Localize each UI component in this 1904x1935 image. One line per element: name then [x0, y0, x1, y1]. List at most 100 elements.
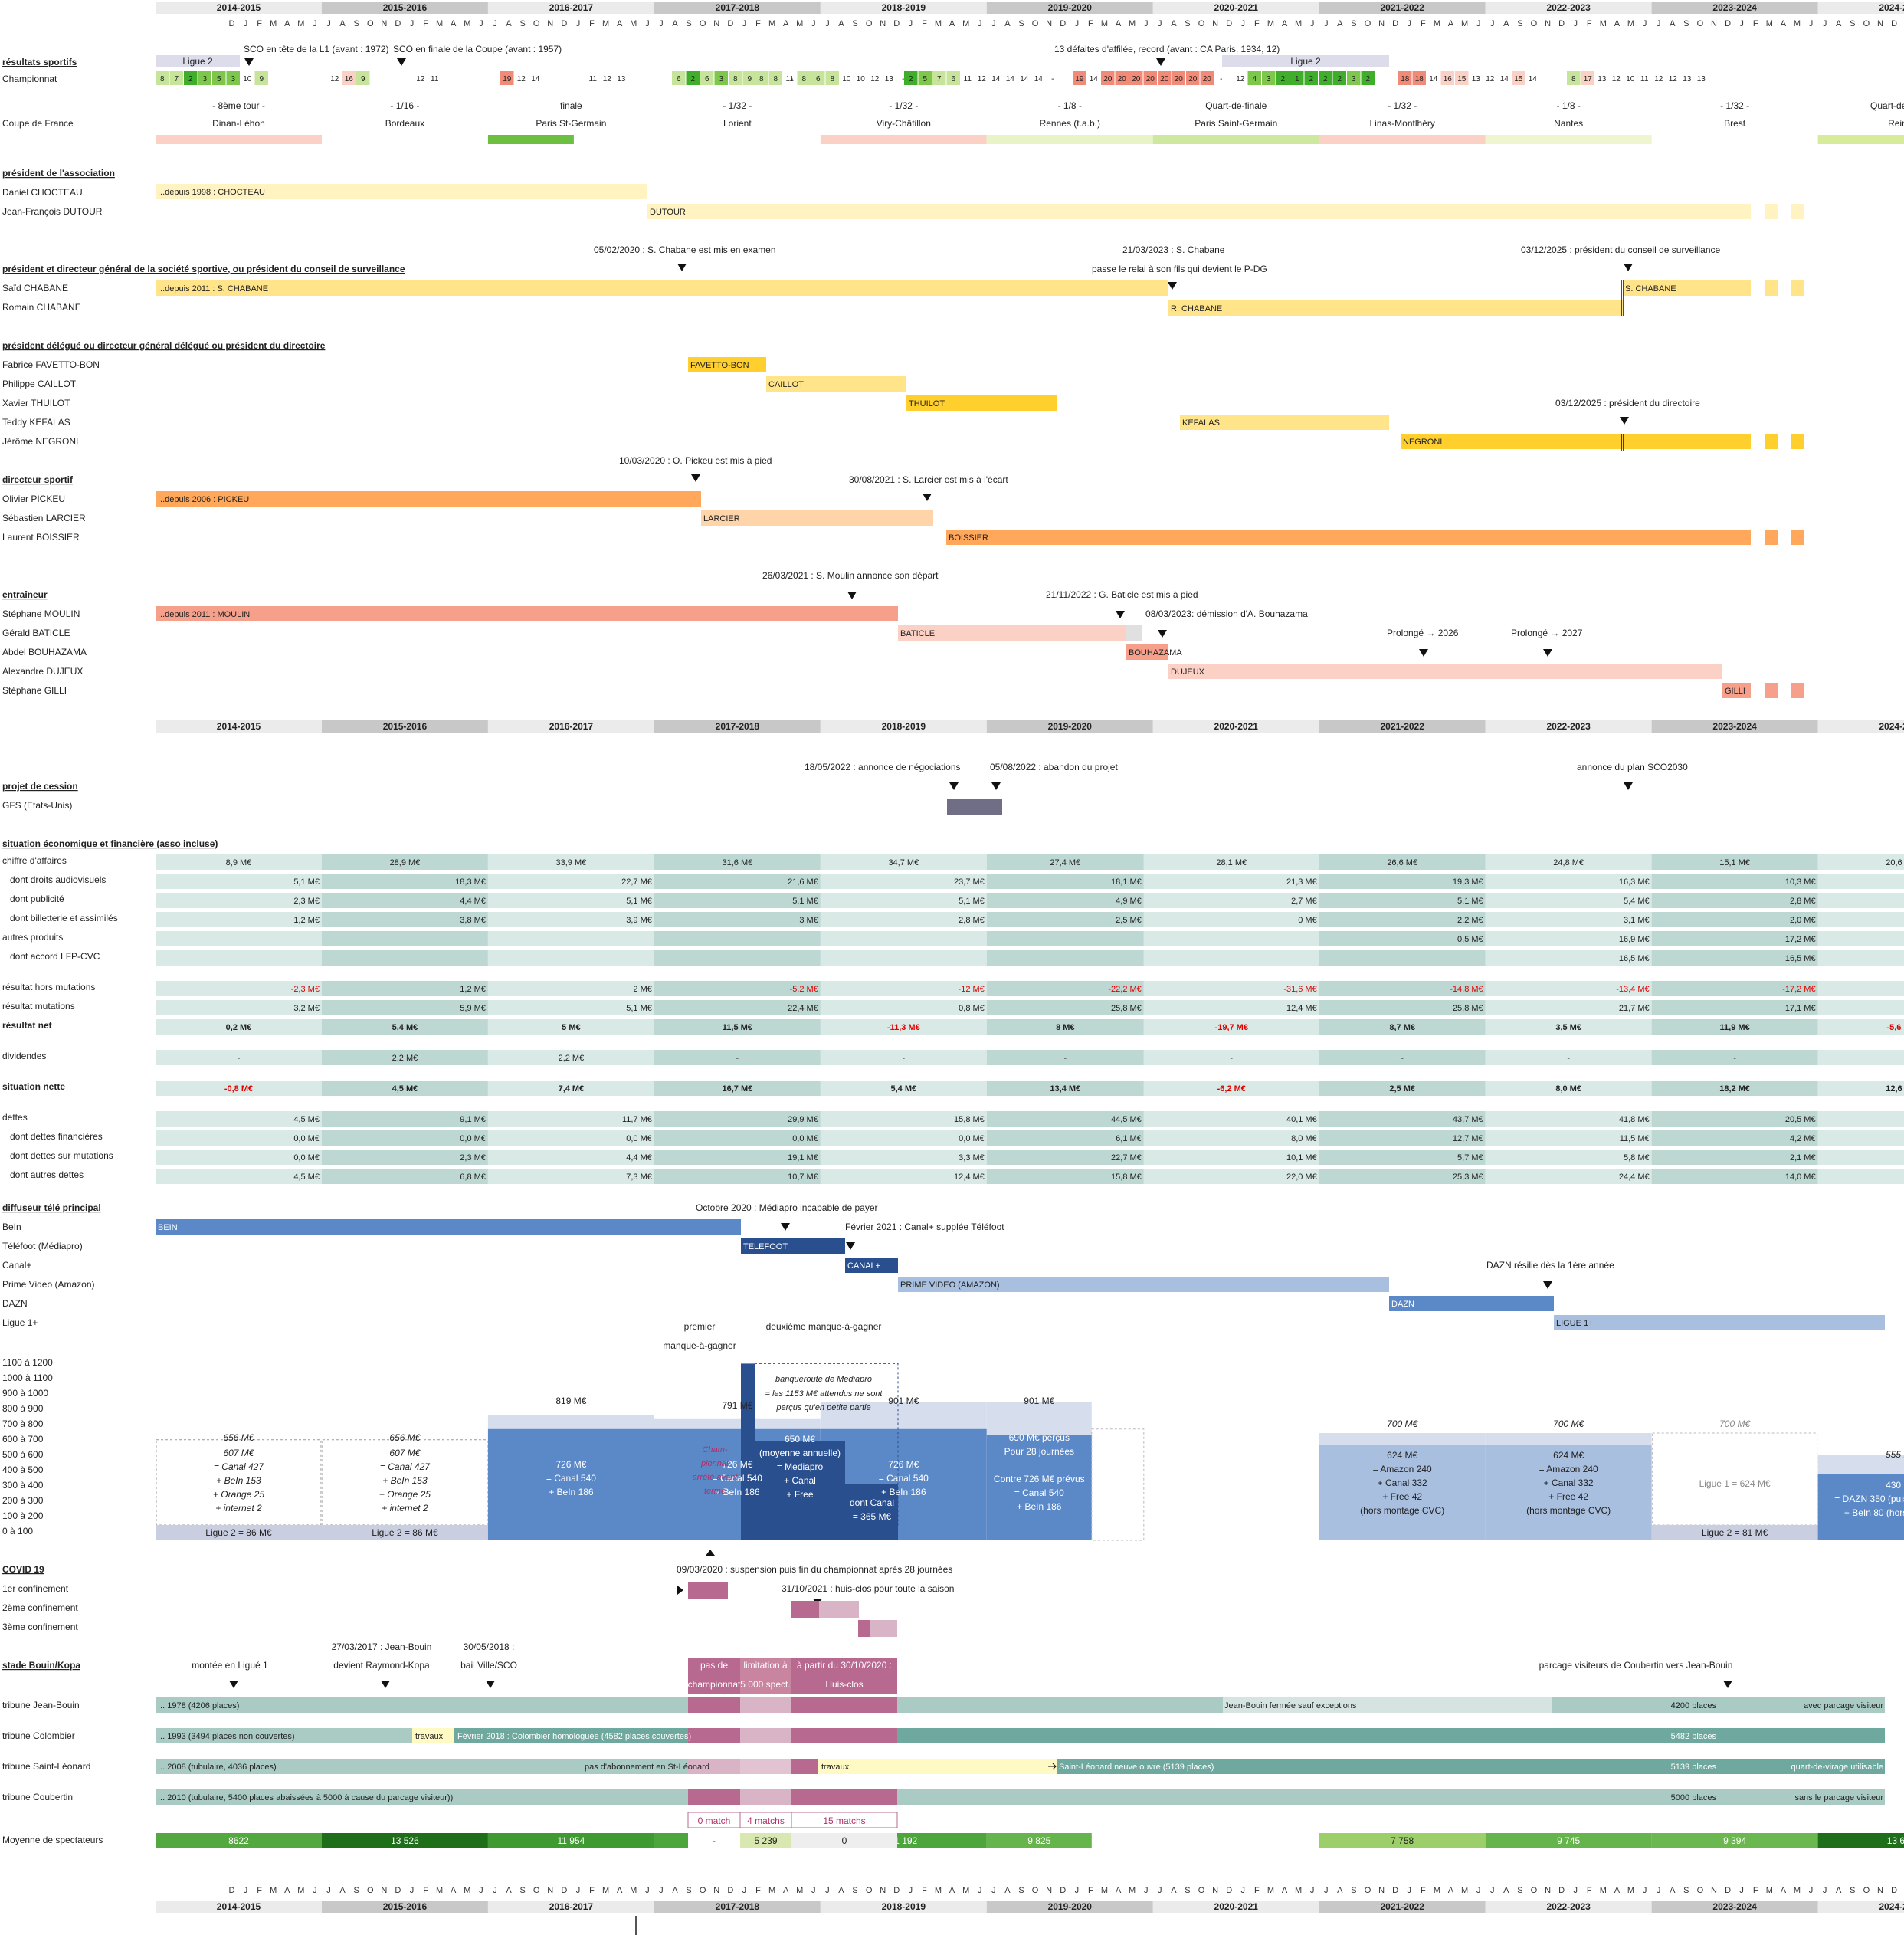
month-letter: J — [1075, 19, 1080, 28]
season-cell — [1817, 1901, 1904, 1913]
league-position: 15 — [1514, 75, 1523, 84]
rights-axis-label: 200 à 300 — [2, 1495, 44, 1506]
league-position: 14 — [1006, 75, 1015, 84]
month-letter: S — [1351, 1886, 1356, 1895]
month-letter: A — [1448, 19, 1454, 28]
finance-cell — [654, 874, 821, 889]
event-marker — [244, 58, 254, 66]
month-letter: J — [1573, 19, 1578, 28]
tribune-note: pas d'abonnement en St-Léonard — [585, 1763, 709, 1772]
month-letter: M — [464, 1886, 470, 1895]
finance-cell — [1143, 1081, 1319, 1096]
event-marker — [1158, 630, 1167, 638]
month-letter: M — [297, 1886, 304, 1895]
month-letter: M — [768, 19, 775, 28]
finance-cell — [1485, 1000, 1652, 1015]
rights-bar-mediapro — [741, 1363, 755, 1540]
attendance-cell — [1651, 1833, 1818, 1848]
month-letter: M — [270, 19, 277, 28]
finance-value: -31,6 M€ — [1283, 985, 1316, 994]
finance-value: 2,1 M€ — [1790, 1153, 1816, 1163]
league-position: 9 — [747, 75, 752, 84]
finance-cell — [1817, 854, 1904, 870]
month-letter: J — [1144, 1886, 1149, 1895]
finance-cell — [487, 981, 654, 996]
attendance-cell — [1485, 1833, 1652, 1848]
finance-value: 4,5 M€ — [392, 1084, 418, 1094]
tenure-bar — [766, 376, 906, 392]
month-letter: O — [1697, 1886, 1704, 1895]
finance-value: 26,6 M€ — [1387, 858, 1417, 867]
rights-bar-ligue2 — [1651, 1525, 1818, 1540]
finance-cell — [654, 1000, 821, 1015]
month-letter: J — [659, 1886, 664, 1895]
month-letter: N — [880, 19, 886, 28]
finance-value: 2,3 M€ — [460, 1153, 486, 1163]
league-position: 14 — [531, 75, 540, 84]
month-letter: S — [1683, 1886, 1689, 1895]
tenure-extension — [1791, 434, 1804, 449]
league-position-cell — [1319, 71, 1332, 85]
month-letter: F — [922, 1886, 927, 1895]
finance-value: 0,5 M€ — [1457, 935, 1483, 944]
finance-cell — [820, 874, 987, 889]
league-position: 14 — [1090, 75, 1099, 84]
event-note: 21/11/2022 : G. Baticle est mis à pied — [1046, 589, 1198, 600]
finance-cell — [1651, 854, 1818, 870]
league-position: 2 — [909, 75, 913, 84]
event-note: 26/03/2021 : S. Moulin annonce son dépar… — [762, 570, 939, 581]
rights-detail: (hors montage CVC) — [1360, 1505, 1444, 1516]
tenure-bar — [647, 204, 1751, 219]
month-letter: F — [1753, 1886, 1758, 1895]
month-letter: M — [1101, 1886, 1108, 1895]
month-letter: D — [1891, 1886, 1897, 1895]
league-position: 6 — [816, 75, 821, 84]
row-label: Sébastien LARCIER — [2, 513, 86, 523]
covid-overlay — [740, 1697, 791, 1713]
finance-cell — [1319, 912, 1486, 927]
finance-cell — [1319, 854, 1486, 870]
league-position-cell — [169, 71, 183, 85]
attendance-cell — [156, 1833, 322, 1848]
finance-cell — [820, 1150, 987, 1165]
finance-cell — [487, 1111, 654, 1127]
finance-cell — [487, 1019, 654, 1035]
league-position-cell — [356, 71, 370, 85]
event-marker — [1419, 649, 1428, 657]
note: 13 défaites d'affilée, record (avant : C… — [1054, 44, 1280, 54]
month-letter: D — [395, 1886, 401, 1895]
month-letter: J — [1310, 19, 1315, 28]
month-letter: F — [257, 1886, 262, 1895]
league-position: 20 — [1175, 75, 1184, 84]
month-letter: O — [367, 19, 374, 28]
month-letter: O — [1863, 1886, 1870, 1895]
month-letter: N — [1212, 1886, 1218, 1895]
section-title: diffuseur télé principal — [2, 1202, 101, 1213]
row-label: tribune Saint-Léonard — [2, 1761, 90, 1772]
row-label: 3ème confinement — [2, 1622, 78, 1632]
season-cell — [1152, 720, 1319, 733]
finance-cell — [1143, 1000, 1319, 1015]
month-letter: N — [1378, 1886, 1385, 1895]
month-letter: J — [909, 19, 913, 28]
month-letter: J — [1823, 1886, 1827, 1895]
league-position: 12 — [870, 75, 880, 84]
finance-value: 12,7 M€ — [1453, 1134, 1483, 1143]
tenure-bar — [1722, 683, 1751, 698]
month-letter: D — [727, 19, 733, 28]
finance-value: 22,7 M€ — [1111, 1153, 1142, 1163]
league-position: 16 — [1444, 75, 1453, 84]
month-letter: D — [1226, 1886, 1232, 1895]
tenure-bar — [156, 280, 1168, 296]
rights-detail: Contre 726 M€ prévus — [994, 1474, 1085, 1484]
month-letter: S — [519, 1886, 525, 1895]
finance-value: 1,2 M€ — [293, 916, 320, 925]
tenure-label: ...depuis 2006 : PICKEU — [158, 495, 249, 504]
rights-bottom-value: Ligue 2 = 86 M€ — [205, 1527, 272, 1538]
covid-overlay — [791, 1697, 897, 1713]
finance-row-label: dont billetterie et assimilés — [10, 913, 118, 923]
attendance-value: - — [713, 1835, 716, 1846]
covid-overlay — [791, 1789, 897, 1805]
month-letter: A — [838, 19, 844, 28]
finance-value: 2,8 M€ — [1790, 897, 1816, 906]
